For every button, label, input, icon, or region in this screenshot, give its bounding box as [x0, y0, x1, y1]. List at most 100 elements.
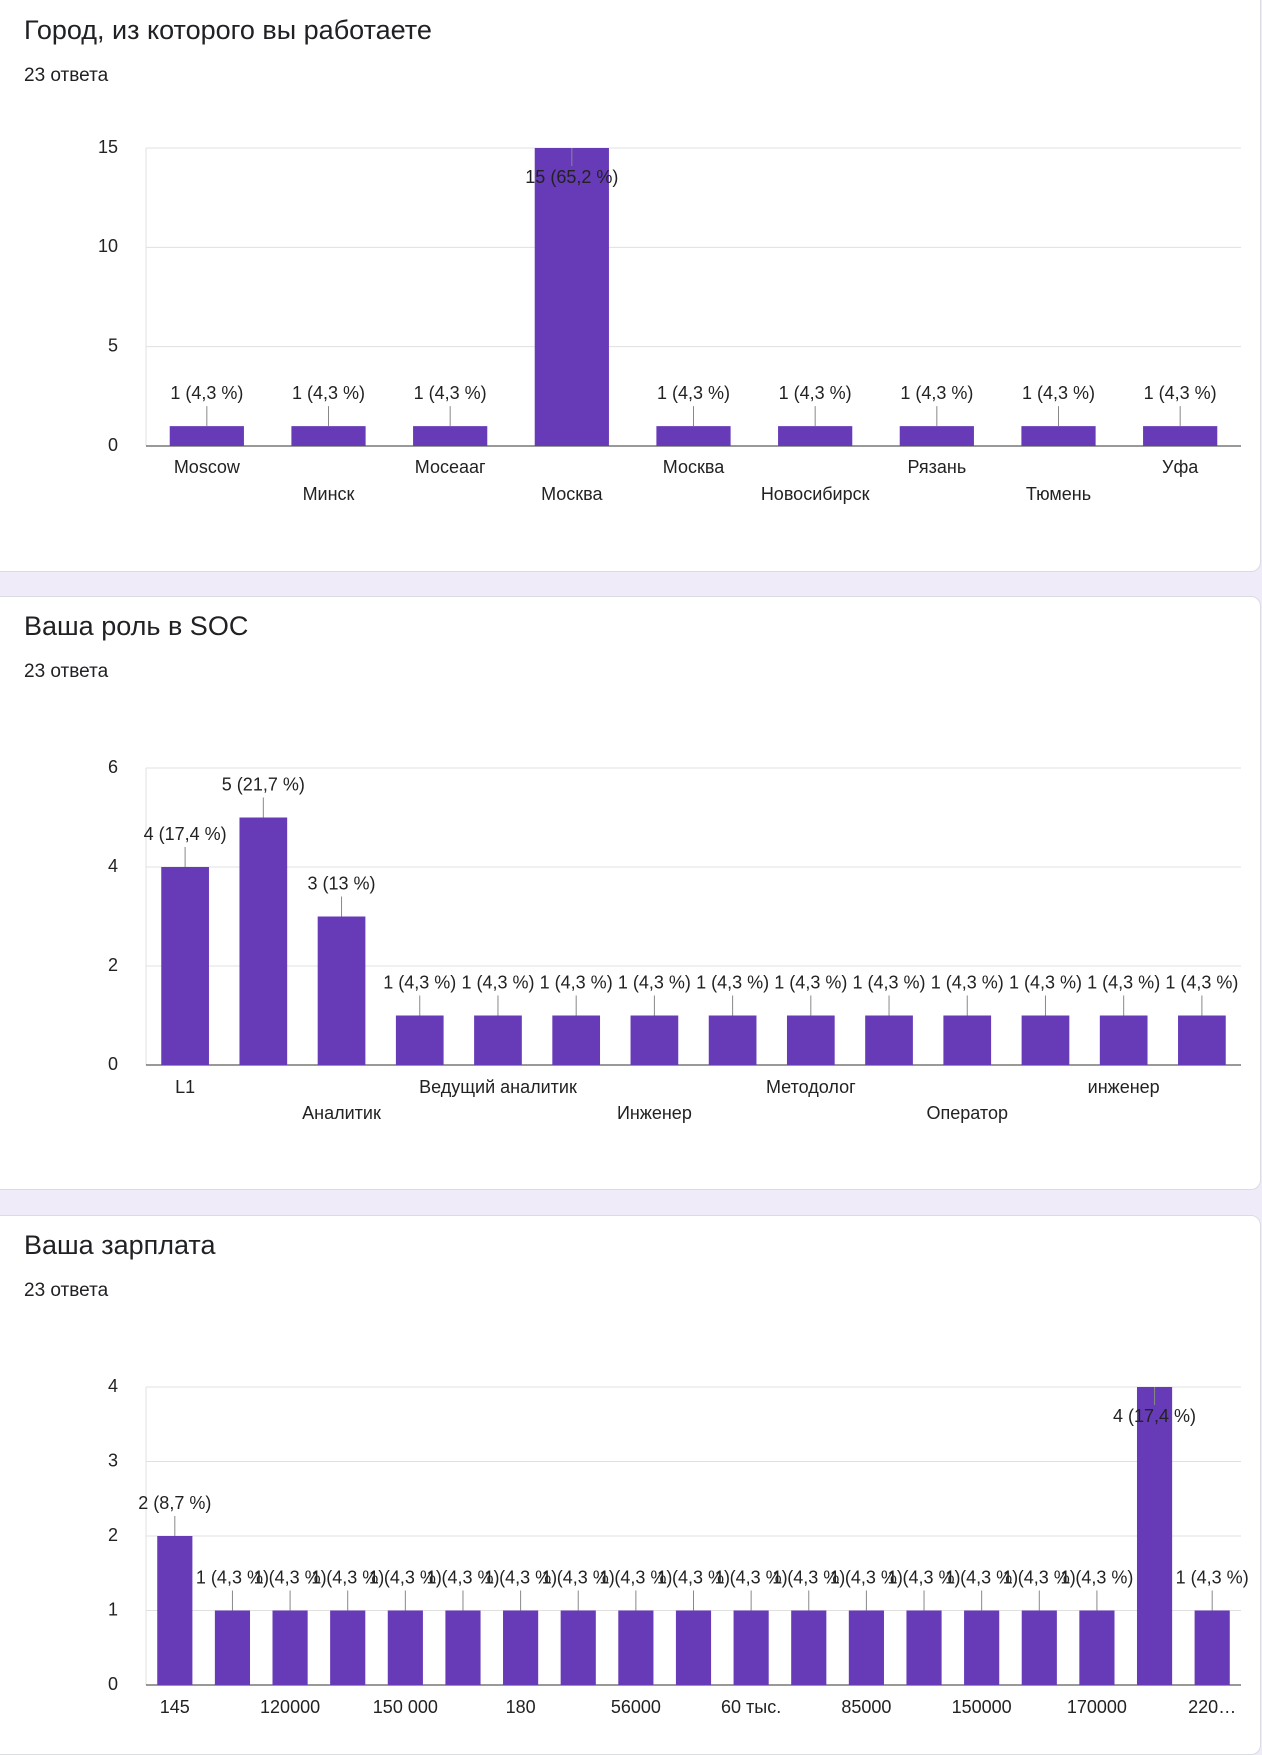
y-tick-label: 0 [108, 1674, 118, 1694]
x-tick-label: 85000 [841, 1697, 891, 1717]
bar [733, 1610, 769, 1685]
x-tick-label: Рязань [907, 457, 966, 477]
y-tick-label: 4 [108, 856, 118, 876]
response-count: 23 ответа [24, 65, 109, 86]
bar [330, 1610, 366, 1685]
x-tick-label: 150000 [952, 1697, 1012, 1717]
value-label: 1 (4,3 %) [540, 972, 613, 992]
x-tick-label: 56000 [611, 1697, 661, 1717]
bar [214, 1610, 251, 1685]
bar [1079, 1610, 1115, 1685]
value-label: 1 (4,3 %) [369, 1567, 442, 1587]
value-label: 1 (4,3 %) [888, 1567, 961, 1587]
bar [1194, 1610, 1230, 1685]
bar [317, 916, 366, 1065]
bar [675, 1610, 712, 1685]
value-label: 1 (4,3 %) [931, 972, 1004, 992]
bar [943, 1015, 992, 1065]
bar [964, 1610, 1000, 1685]
x-tick-label: Мосеааг [415, 457, 486, 477]
bar [445, 1610, 481, 1685]
bar [1021, 1015, 1070, 1065]
x-tick-label: 220… [1188, 1697, 1236, 1717]
value-label: 1 (4,3 %) [1176, 1567, 1249, 1587]
y-tick-label: 5 [108, 335, 118, 355]
value-label: 1 (4,3 %) [599, 1567, 672, 1587]
value-label: 1 (4,3 %) [853, 972, 926, 992]
response-count: 23 ответа [24, 661, 109, 682]
card: Ваша зарплата 23 ответа 0 1 2 3 4 145 2 (8,7 %… [0, 1215, 1261, 1755]
value-label: 4 (17,4 %) [1113, 1406, 1196, 1426]
value-label: 1 (4,3 %) [830, 1567, 903, 1587]
y-tick-label: 0 [108, 435, 118, 455]
x-tick-label: 60 тыс. [721, 1697, 781, 1717]
x-tick-label: Методолог [766, 1077, 856, 1097]
value-label: 1 (4,3 %) [696, 972, 769, 992]
x-tick-label: инженер [1088, 1077, 1160, 1097]
value-label: 1 (4,3 %) [414, 383, 487, 403]
bar [291, 426, 366, 446]
x-tick-label: 150 000 [373, 1697, 438, 1717]
bar [786, 1015, 835, 1065]
x-tick-label: Минск [303, 484, 355, 504]
x-tick-label: 170000 [1067, 1697, 1127, 1717]
value-label: 1 (4,3 %) [618, 972, 691, 992]
y-tick-label: 15 [98, 137, 118, 157]
value-label: 1 (4,3 %) [772, 1567, 845, 1587]
value-label: 1 (4,3 %) [1060, 1567, 1133, 1587]
value-label: 1 (4,3 %) [383, 972, 456, 992]
x-tick-label: Новосибирск [761, 484, 870, 504]
value-label: 1 (4,3 %) [657, 1567, 730, 1587]
bar [630, 1015, 679, 1065]
bar [1099, 1015, 1148, 1065]
y-tick-label: 6 [108, 757, 118, 777]
y-tick-label: 0 [108, 1054, 118, 1074]
value-label: 1 (4,3 %) [774, 972, 847, 992]
value-label: 4 (17,4 %) [144, 824, 227, 844]
bar [848, 1610, 884, 1685]
bar [618, 1610, 654, 1685]
value-label: 3 (13 %) [308, 873, 376, 893]
x-tick-label: Тюмень [1026, 484, 1091, 504]
value-label: 5 (21,7 %) [222, 774, 305, 794]
value-label: 1 (4,3 %) [1009, 972, 1082, 992]
question-title: Город, из которого вы работаете [24, 15, 432, 45]
bar [534, 148, 609, 446]
bar [169, 426, 244, 446]
bar [413, 426, 488, 446]
x-tick-label: L1 [175, 1077, 195, 1097]
x-tick-label: Ведущий аналитик [419, 1077, 577, 1097]
value-label: 1 (4,3 %) [945, 1567, 1018, 1587]
value-label: 1 (4,3 %) [1087, 972, 1160, 992]
y-tick-label: 1 [108, 1599, 118, 1619]
bar [1136, 1387, 1173, 1685]
value-label: 1 (4,3 %) [292, 383, 365, 403]
value-label: 1 (4,3 %) [1003, 1567, 1076, 1587]
bar [239, 817, 288, 1065]
value-label: 1 (4,3 %) [484, 1567, 557, 1587]
x-tick-label: 180 [506, 1697, 536, 1717]
value-label: 1 (4,3 %) [1165, 972, 1238, 992]
value-label: 15 (65,2 %) [525, 167, 618, 187]
x-tick-label: Москва [663, 457, 725, 477]
y-tick-label: 4 [108, 1376, 118, 1396]
value-label: 1 (4,3 %) [1144, 383, 1217, 403]
value-label: 1 (4,3 %) [779, 383, 852, 403]
x-tick-label: Инженер [617, 1103, 692, 1123]
y-tick-label: 2 [108, 955, 118, 975]
value-label: 1 (4,3 %) [1022, 383, 1095, 403]
bar [656, 426, 731, 446]
bar [1021, 1610, 1057, 1685]
bar [395, 1015, 444, 1065]
bar [503, 1610, 539, 1685]
bar [161, 867, 209, 1065]
value-label: 1 (4,3 %) [900, 383, 973, 403]
value-label: 1 (4,3 %) [196, 1567, 269, 1587]
x-tick-label: 120000 [260, 1697, 320, 1717]
response-count: 23 ответа [24, 1280, 109, 1301]
card: Город, из которого вы работаете 23 ответ… [0, 0, 1261, 572]
card: Ваша роль в SOC 23 ответа 0 2 4 6 L1 4 (17,4 … [0, 596, 1261, 1190]
chart: 0 1 2 3 4 145 2 (8,7 %) 1 (4,3 %) 120000 1 (4,3 %… [108, 1376, 1249, 1717]
x-tick-label: Москва [541, 484, 603, 504]
